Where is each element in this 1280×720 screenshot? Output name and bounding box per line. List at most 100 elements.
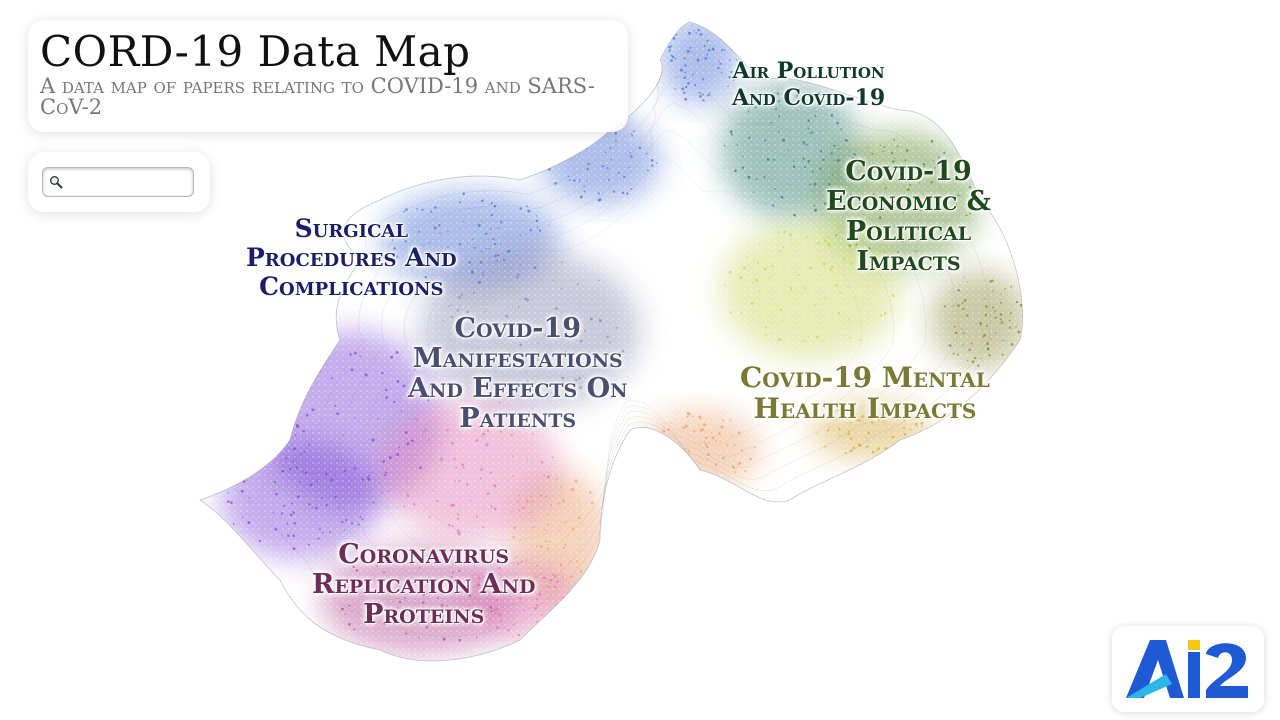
paper-point[interactable] <box>452 571 454 574</box>
paper-point[interactable] <box>446 604 448 607</box>
paper-point[interactable] <box>961 302 964 304</box>
paper-point[interactable] <box>546 547 550 550</box>
paper-point[interactable] <box>855 419 858 422</box>
paper-point[interactable] <box>516 276 519 279</box>
paper-point[interactable] <box>710 479 713 482</box>
paper-point[interactable] <box>544 495 548 498</box>
paper-point[interactable] <box>490 227 492 230</box>
paper-point[interactable] <box>499 430 503 433</box>
paper-point[interactable] <box>700 418 702 420</box>
paper-point[interactable] <box>307 543 310 546</box>
paper-point[interactable] <box>849 437 853 440</box>
paper-point[interactable] <box>688 413 691 416</box>
paper-point[interactable] <box>497 253 500 257</box>
paper-point[interactable] <box>385 473 388 475</box>
paper-point[interactable] <box>486 429 490 432</box>
paper-point[interactable] <box>499 221 503 224</box>
paper-point[interactable] <box>395 458 398 460</box>
paper-point[interactable] <box>450 503 454 507</box>
paper-point[interactable] <box>930 139 934 143</box>
paper-point[interactable] <box>457 513 460 516</box>
paper-point[interactable] <box>565 520 567 522</box>
paper-point[interactable] <box>469 623 471 626</box>
paper-point[interactable] <box>548 540 551 543</box>
paper-point[interactable] <box>812 229 814 231</box>
paper-point[interactable] <box>729 419 732 422</box>
paper-point[interactable] <box>848 244 851 247</box>
paper-point[interactable] <box>546 395 549 398</box>
paper-point[interactable] <box>867 431 871 435</box>
paper-point[interactable] <box>473 246 476 249</box>
paper-point[interactable] <box>565 315 568 319</box>
paper-point[interactable] <box>511 455 514 457</box>
paper-point[interactable] <box>546 475 550 479</box>
paper-point[interactable] <box>844 451 847 454</box>
paper-point[interactable] <box>450 441 454 445</box>
paper-point[interactable] <box>903 418 906 422</box>
paper-point[interactable] <box>989 280 993 283</box>
paper-point[interactable] <box>922 193 924 196</box>
paper-point[interactable] <box>258 539 262 543</box>
paper-point[interactable] <box>428 515 431 518</box>
paper-point[interactable] <box>922 162 926 166</box>
paper-point[interactable] <box>579 386 583 389</box>
paper-point[interactable] <box>823 202 827 205</box>
paper-point[interactable] <box>674 29 678 32</box>
paper-point[interactable] <box>553 279 555 282</box>
paper-point[interactable] <box>984 313 988 317</box>
paper-point[interactable] <box>507 628 510 632</box>
paper-point[interactable] <box>586 167 589 171</box>
paper-point[interactable] <box>550 150 554 153</box>
paper-point[interactable] <box>604 548 607 550</box>
paper-point[interactable] <box>755 278 759 282</box>
paper-point[interactable] <box>578 179 581 181</box>
paper-point[interactable] <box>536 226 539 228</box>
paper-point[interactable] <box>576 137 578 139</box>
paper-point[interactable] <box>919 209 922 212</box>
paper-point[interactable] <box>546 523 550 526</box>
paper-point[interactable] <box>835 234 838 237</box>
paper-point[interactable] <box>749 457 752 461</box>
paper-point[interactable] <box>617 172 620 175</box>
paper-point[interactable] <box>532 433 535 435</box>
paper-point[interactable] <box>512 603 515 605</box>
paper-point[interactable] <box>299 398 301 400</box>
paper-point[interactable] <box>802 157 805 160</box>
paper-point[interactable] <box>367 477 371 481</box>
paper-point[interactable] <box>403 210 406 213</box>
paper-point[interactable] <box>801 285 804 287</box>
paper-point[interactable] <box>516 562 520 565</box>
paper-point[interactable] <box>392 608 395 611</box>
paper-point[interactable] <box>470 333 474 336</box>
paper-point[interactable] <box>658 461 660 463</box>
paper-point[interactable] <box>440 457 444 461</box>
paper-point[interactable] <box>574 378 578 382</box>
paper-point[interactable] <box>765 326 768 329</box>
paper-point[interactable] <box>910 415 912 417</box>
paper-point[interactable] <box>630 133 633 135</box>
paper-point[interactable] <box>578 358 581 360</box>
paper-point[interactable] <box>832 174 834 176</box>
paper-point[interactable] <box>726 42 730 45</box>
paper-point[interactable] <box>491 270 494 273</box>
paper-point[interactable] <box>416 208 418 210</box>
paper-point[interactable] <box>304 471 308 475</box>
paper-point[interactable] <box>519 343 522 347</box>
paper-point[interactable] <box>275 492 278 496</box>
paper-point[interactable] <box>971 342 973 345</box>
paper-point[interactable] <box>451 304 453 307</box>
paper-point[interactable] <box>535 625 537 628</box>
paper-point[interactable] <box>548 337 551 340</box>
paper-point[interactable] <box>440 603 444 607</box>
paper-point[interactable] <box>962 332 965 335</box>
paper-point[interactable] <box>669 477 673 481</box>
paper-point[interactable] <box>318 528 321 531</box>
paper-point[interactable] <box>901 406 904 409</box>
paper-point[interactable] <box>880 314 883 317</box>
paper-point[interactable] <box>563 522 566 524</box>
paper-point[interactable] <box>601 522 605 526</box>
paper-point[interactable] <box>402 559 405 563</box>
paper-point[interactable] <box>645 152 648 155</box>
paper-point[interactable] <box>816 432 819 435</box>
paper-point[interactable] <box>462 466 465 469</box>
